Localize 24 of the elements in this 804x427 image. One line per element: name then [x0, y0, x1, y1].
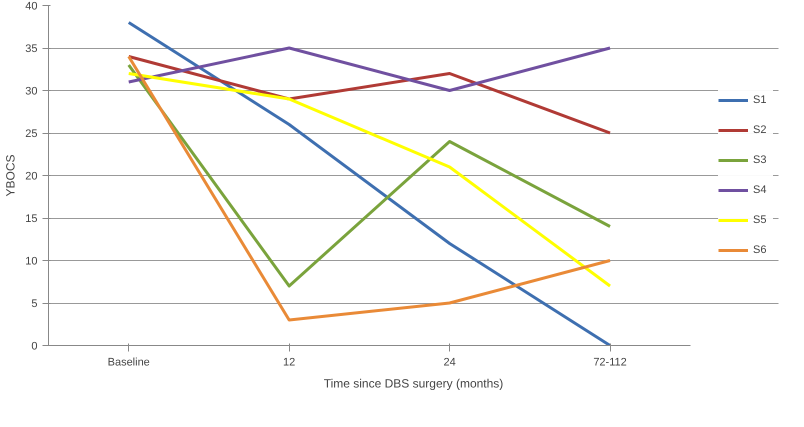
y-tick-label: 15	[25, 213, 38, 225]
x-tick-label: Baseline	[108, 356, 150, 368]
x-tick-label: 12	[283, 356, 296, 368]
y-tick-label: 20	[25, 170, 38, 182]
y-tick-label: 0	[31, 340, 38, 352]
y-tick-label: 5	[31, 298, 38, 310]
legend-label: S1	[753, 94, 768, 106]
y-tick-label: 40	[25, 0, 38, 12]
y-tick-label: 35	[25, 43, 38, 55]
line-series	[127, 55, 612, 134]
y-tick-label: 30	[25, 86, 38, 98]
x-tick-label: 72-112	[593, 356, 627, 368]
line-series	[127, 55, 612, 322]
x-tick-label: 24	[443, 356, 456, 368]
legend-label: S5	[753, 214, 768, 226]
legend-label: S2	[753, 124, 768, 136]
legend-label: S6	[753, 244, 768, 256]
y-tick-label: 10	[25, 256, 38, 268]
x-axis-title: Time since DBS surgery (months)	[324, 376, 504, 390]
y-axis-title: YBOCS	[3, 154, 18, 197]
legend-label: S4	[753, 184, 768, 196]
legend-label: S3	[753, 154, 768, 166]
line-series	[127, 21, 612, 346]
y-tick-label: 25	[25, 128, 38, 140]
